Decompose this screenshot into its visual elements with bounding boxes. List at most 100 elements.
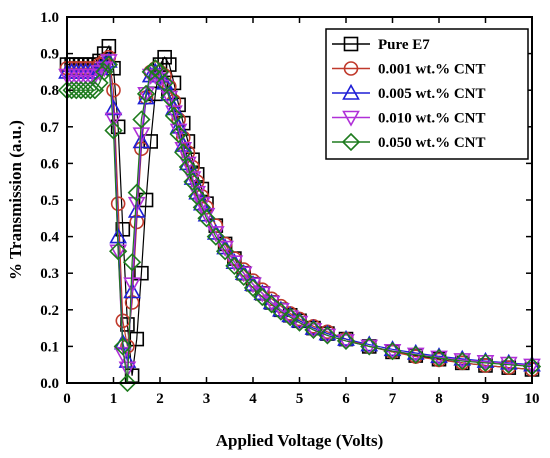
data-point (179, 156, 197, 173)
data-point (262, 295, 281, 314)
data-point (164, 106, 184, 125)
data-point (197, 209, 216, 228)
data-point (281, 310, 300, 327)
data-point (476, 353, 495, 373)
data-point (290, 315, 309, 332)
data-point (383, 340, 402, 357)
data-point (71, 81, 91, 100)
legend-label: 0.050 wt.% CNT (378, 135, 486, 151)
data-point (123, 277, 141, 294)
x-tick-label: 4 (249, 391, 257, 407)
data-point (160, 88, 179, 107)
data-point (406, 343, 425, 360)
data-point (160, 90, 179, 107)
x-tick-label: 9 (482, 391, 490, 407)
data-point (122, 253, 142, 272)
data-point (337, 329, 355, 346)
data-point (118, 373, 137, 393)
legend-marker (341, 132, 361, 152)
data-point (234, 267, 253, 286)
legend-item: 0.005 wt.% CNT (332, 83, 486, 102)
data-point (406, 345, 425, 364)
series-5 (57, 55, 542, 393)
data-point (110, 196, 126, 211)
data-point (123, 282, 141, 299)
data-point (132, 110, 151, 129)
data-point (115, 221, 131, 237)
data-point (183, 171, 202, 188)
data-point (244, 277, 262, 294)
data-point (157, 49, 172, 65)
y-tick-label: 0.6 (40, 156, 59, 172)
data-point (206, 227, 225, 246)
x-tick-label: 2 (156, 391, 164, 407)
data-point (360, 335, 379, 352)
x-tick-label: 0 (63, 391, 71, 407)
legend: Pure E7 0.001 wt.% CNT 0.005 wt.% CNT 0.010… (325, 28, 529, 160)
data-point (169, 123, 188, 140)
data-point (304, 320, 323, 340)
data-point (429, 348, 449, 368)
data-point (383, 342, 402, 361)
data-point (206, 226, 225, 243)
y-axis-title: % Transmission (a.u.) (6, 120, 25, 280)
y-tick-label: 0.9 (40, 47, 59, 63)
data-point (132, 132, 151, 149)
axis-ticks: 0 1 2 3 4 5 6 7 8 9 10 0.0 0.1 0.2 0.3 0.4 0.5 0.6 0.7 0.8 0… (40, 10, 539, 407)
data-point (360, 337, 379, 356)
data-point (476, 351, 495, 368)
data-point (95, 62, 114, 82)
legend-item: 0.050 wt.% CNT (332, 132, 486, 152)
y-tick-label: 0.8 (40, 83, 59, 99)
data-point (174, 143, 193, 162)
data-point (155, 73, 174, 93)
data-point (281, 307, 300, 327)
x-tick-label: 8 (435, 391, 443, 407)
data-point (174, 141, 193, 158)
data-point (318, 324, 337, 341)
legend-label: Pure E7 (378, 37, 430, 53)
data-point (137, 87, 155, 104)
data-point (183, 172, 202, 191)
data-point (134, 265, 149, 281)
y-tick-label: 0.0 (40, 376, 59, 392)
x-axis-title: Applied Voltage (Volts) (216, 431, 384, 450)
y-tick-label: 0.3 (40, 266, 59, 282)
data-point (318, 326, 337, 345)
legend-item: 0.001 wt.% CNT (332, 61, 486, 78)
data-point (127, 201, 146, 218)
data-point (499, 353, 518, 370)
legend-marker (343, 36, 359, 52)
data-point (113, 337, 132, 356)
data-point (67, 81, 86, 100)
data-point (188, 185, 207, 202)
y-tick-label: 0.1 (40, 339, 59, 355)
data-point (76, 81, 95, 100)
x-tick-label: 3 (203, 391, 211, 407)
legend-label: 0.005 wt.% CNT (378, 86, 486, 102)
y-tick-label: 0.2 (40, 303, 59, 319)
data-point (85, 81, 105, 100)
data-point (104, 121, 123, 140)
data-point (499, 355, 518, 374)
data-point (109, 242, 128, 261)
legend-marker (342, 110, 360, 127)
legend-marker (342, 83, 360, 100)
legend-label: 0.001 wt.% CNT (378, 62, 486, 78)
data-point (143, 134, 158, 149)
data-point (243, 278, 263, 297)
x-tick-label: 6 (342, 391, 350, 407)
data-point (99, 54, 118, 71)
data-point (234, 266, 253, 283)
data-point (225, 256, 244, 276)
data-point (104, 112, 123, 129)
y-tick-label: 0.5 (40, 193, 59, 209)
y-tick-label: 0.4 (40, 230, 59, 246)
data-point (106, 82, 121, 98)
data-point (453, 351, 472, 371)
data-point (129, 331, 145, 347)
data-point (169, 124, 188, 144)
data-point (453, 349, 472, 366)
plot-marks (57, 38, 542, 393)
